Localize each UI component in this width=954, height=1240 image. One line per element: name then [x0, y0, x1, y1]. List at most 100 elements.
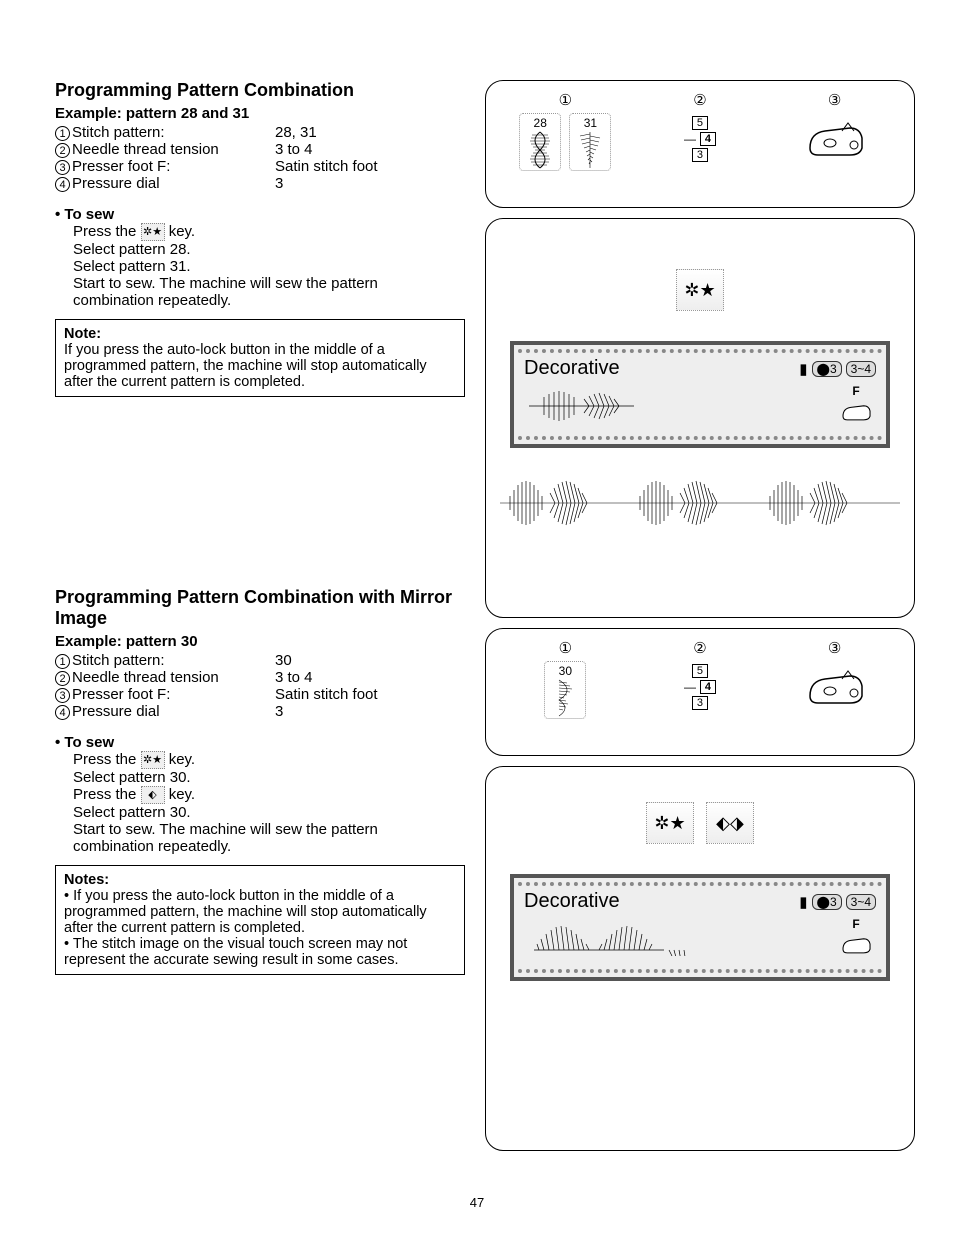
spec-row: 2Needle thread tension 3 to 4: [55, 141, 465, 158]
trio-row: ① 28 31 ② 5: [498, 91, 902, 171]
circ-label: ②: [633, 91, 766, 109]
note-body: If you press the auto-lock button in the…: [64, 342, 456, 390]
spec-val: 3 to 4: [275, 141, 425, 158]
tension-dial-icon: 5 —4 3: [684, 663, 716, 711]
right-column: ① 28 31 ② 5: [485, 80, 915, 1161]
circ-num: 1: [55, 126, 70, 141]
section1-specs: 1Stitch pattern: 28, 31 2Needle thread t…: [55, 124, 465, 192]
lcd-badge-tension: ⬤3: [812, 894, 842, 910]
tosew-line: key.: [165, 751, 196, 768]
section2-title: Programming Pattern Combination with Mir…: [55, 587, 465, 629]
tosew-heading: • To sew: [55, 734, 465, 751]
circ-label: ③: [768, 639, 901, 657]
spec-label-text: Pressure dial: [72, 175, 160, 192]
tosew-line: Press the: [73, 223, 141, 240]
spec-label-text: Stitch pattern:: [72, 124, 165, 141]
note-box: Note: If you press the auto-lock button …: [55, 319, 465, 397]
stitch-28-icon: [526, 130, 554, 170]
tosew-line: Select pattern 31.: [73, 258, 465, 275]
section1-example: Example: pattern 28 and 31: [55, 105, 465, 122]
spec-row: 3Presser foot F: Satin stitch foot: [55, 686, 465, 703]
notes-heading: Notes:: [64, 872, 456, 888]
col-presser-foot: ③: [768, 91, 901, 171]
lcd-badge-foot: 3~4: [846, 894, 876, 910]
notes-box: Notes: • If you press the auto-lock butt…: [55, 865, 465, 975]
lcd-status: ▮ ⬤3 3~4: [799, 890, 876, 913]
lcd-screen-1: Decorative ▮ ⬤3 3~4: [510, 341, 890, 448]
spec-label-text: Needle thread tension: [72, 141, 219, 158]
needle-icon: ▮: [799, 893, 807, 911]
presser-foot-icon: [800, 113, 870, 163]
mode-key-button: ✲★: [676, 269, 724, 311]
spec-row: 3Presser foot F: Satin stitch foot: [55, 158, 465, 175]
figure-panel-top-trio: ① 28 31 ② 5: [485, 80, 915, 208]
spec-label-text: Stitch pattern:: [72, 652, 165, 669]
lcd-title: Decorative: [524, 357, 620, 380]
spec-row: 4Pressure dial 3: [55, 703, 465, 720]
tosew-line: key.: [165, 786, 196, 803]
spec-label-text: Presser foot F:: [72, 158, 170, 175]
tosew-heading: • To sew: [55, 206, 465, 223]
lcd-stitch-preview-icon: [524, 389, 744, 423]
circ-num: 3: [55, 160, 70, 175]
tension-dial-icon: 5 —4 3: [684, 115, 716, 163]
note-heading: Note:: [64, 326, 456, 342]
keys-row: ✲★: [498, 269, 902, 311]
circ-num: 3: [55, 688, 70, 703]
tosew-line: combination repeatedly.: [73, 838, 465, 855]
section2-specs: 1Stitch pattern: 30 2Needle thread tensi…: [55, 652, 465, 720]
col-tension-dial: ② 5 —4 3: [633, 91, 766, 171]
spec-val: 30: [275, 652, 425, 669]
tosew-line: Start to sew. The machine will sew the p…: [73, 275, 465, 292]
circ-label: ②: [633, 639, 766, 657]
spec-row: 1Stitch pattern: 28, 31: [55, 124, 465, 141]
mirror-key-icon: ⬖: [141, 786, 165, 804]
col-tension-dial: ② 5 —4 3: [633, 639, 766, 719]
circ-label: ①: [499, 639, 632, 657]
circ-label: ①: [499, 91, 632, 109]
notes-bullet: • The stitch image on the visual touch s…: [64, 936, 456, 968]
lcd-badge-tension: ⬤3: [812, 361, 842, 377]
tosew-line: Press the: [73, 786, 141, 803]
circ-num: 4: [55, 177, 70, 192]
presser-foot-icon: [836, 931, 876, 957]
section-mirror-image: Programming Pattern Combination with Mir…: [55, 587, 465, 975]
stitch-output-icon: [500, 478, 900, 528]
mode-key-icon: ✲★: [141, 223, 165, 241]
spec-row: 4Pressure dial 3: [55, 175, 465, 192]
spec-row: 2Needle thread tension 3 to 4: [55, 669, 465, 686]
section2-example: Example: pattern 30: [55, 633, 465, 650]
spec-val: 3 to 4: [275, 669, 425, 686]
circ-num: 4: [55, 705, 70, 720]
trio-row: ① 30 ② 5 —4: [498, 639, 902, 719]
mode-key-button: ✲★: [646, 802, 694, 844]
circ-label: ③: [768, 91, 901, 109]
spec-val: 3: [275, 175, 425, 192]
col-presser-foot: ③: [768, 639, 901, 719]
mode-key-icon: ✲★: [141, 751, 165, 769]
pattern-box-31: 31: [569, 113, 611, 171]
left-column: Programming Pattern Combination Example:…: [55, 80, 465, 1161]
tosew-line: Select pattern 30.: [73, 769, 465, 786]
page-root: Programming Pattern Combination Example:…: [55, 80, 914, 1161]
stitch-sample-output: [498, 478, 902, 532]
stitch-30-icon: [551, 678, 579, 718]
tosew-body: Press the ✲★ key. Select pattern 30. Pre…: [55, 751, 465, 855]
tosew-line: combination repeatedly.: [73, 292, 465, 309]
lcd-status: ▮ ⬤3 3~4: [799, 357, 876, 380]
spec-label-text: Needle thread tension: [72, 669, 219, 686]
section1-title: Programming Pattern Combination: [55, 80, 465, 101]
tosew-line: Press the: [73, 751, 141, 768]
circ-num: 1: [55, 654, 70, 669]
lcd-foot-indicator: F: [836, 917, 876, 961]
spec-label-text: Presser foot F:: [72, 686, 170, 703]
notes-bullet: • If you press the auto-lock button in t…: [64, 888, 456, 936]
figure-panel-mid-trio: ① 30 ② 5 —4: [485, 628, 915, 756]
spec-val: Satin stitch foot: [275, 686, 425, 703]
page-number: 47: [0, 1195, 954, 1210]
col-stitch-patterns: ① 30: [499, 639, 632, 719]
figure-panel-lcd1: ✲★ Decorative ▮ ⬤3 3~4: [485, 218, 915, 618]
tosew-line: Select pattern 30.: [73, 804, 465, 821]
spec-val: 28, 31: [275, 124, 425, 141]
spec-val: 3: [275, 703, 425, 720]
